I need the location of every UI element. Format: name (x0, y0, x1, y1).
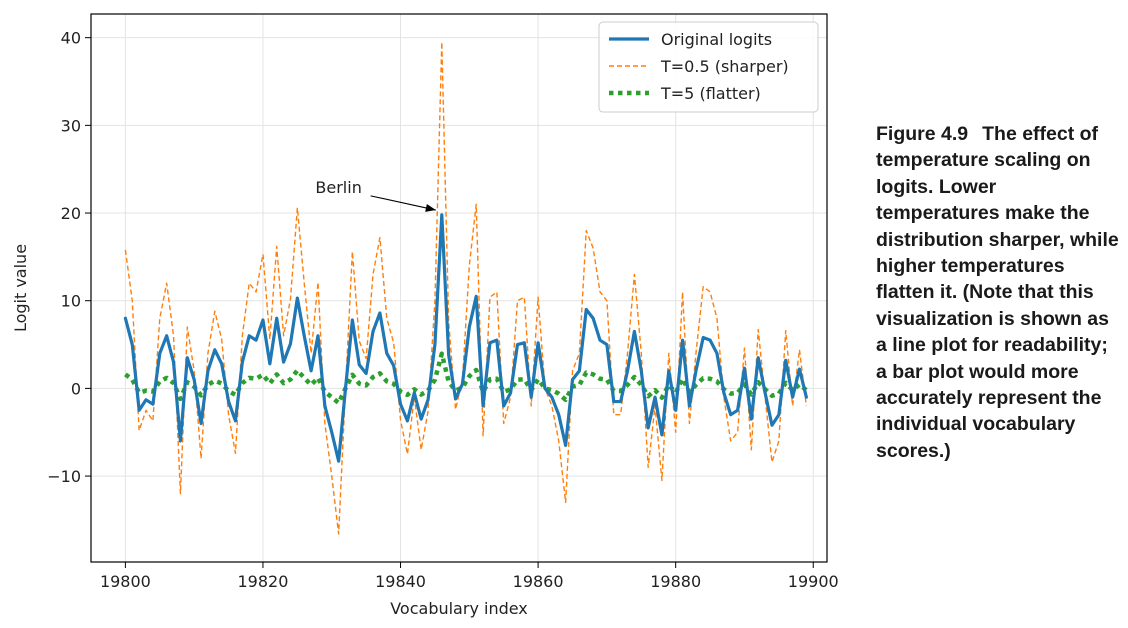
annotation-arrow-line (370, 195, 436, 211)
legend-box (598, 21, 819, 113)
figure-caption-text: The effect of temperature scaling on log… (876, 123, 1119, 462)
y-axis-label: Logit value (11, 244, 30, 332)
y-tick-label: 40 (61, 29, 81, 48)
x-tick-label: 19880 (650, 572, 701, 591)
x-tick-label: 19820 (238, 572, 289, 591)
y-tick-label: −10 (47, 467, 81, 486)
y-tick-label: 10 (61, 292, 81, 311)
legend-label: Original logits (661, 30, 772, 49)
figure-caption: Figure 4.9 The effect of temperature scal… (876, 121, 1122, 464)
legend: Original logits T=0.5 (sharper) T=5 (flatt… (598, 21, 819, 113)
annotation-arrowhead (425, 204, 436, 212)
x-tick-label: 19900 (788, 572, 839, 591)
series-line-t-0-5-sharper (124, 41, 808, 535)
x-tick-label: 19860 (513, 572, 564, 591)
legend-label: T=0.5 (sharper) (660, 57, 789, 76)
plot-frame (90, 13, 828, 563)
x-tick-label: 19800 (100, 572, 151, 591)
x-tick-label: 19840 (375, 572, 426, 591)
temperature-logits-chart: 19800 19820 19840 19860 19880 19900 −10 0 10 20 30… (11, 13, 839, 618)
y-tick-label: 30 (61, 116, 81, 135)
annotation-label-berlin: Berlin (315, 178, 361, 197)
legend-label: T=5 (flatter) (660, 84, 761, 103)
y-tick-label: 20 (61, 204, 81, 223)
y-tick-label: 0 (71, 379, 81, 398)
series-line-original-logits (123, 213, 808, 463)
figure-label: Figure 4.9 (876, 123, 969, 145)
x-axis-label: Vocabulary index (390, 599, 528, 618)
